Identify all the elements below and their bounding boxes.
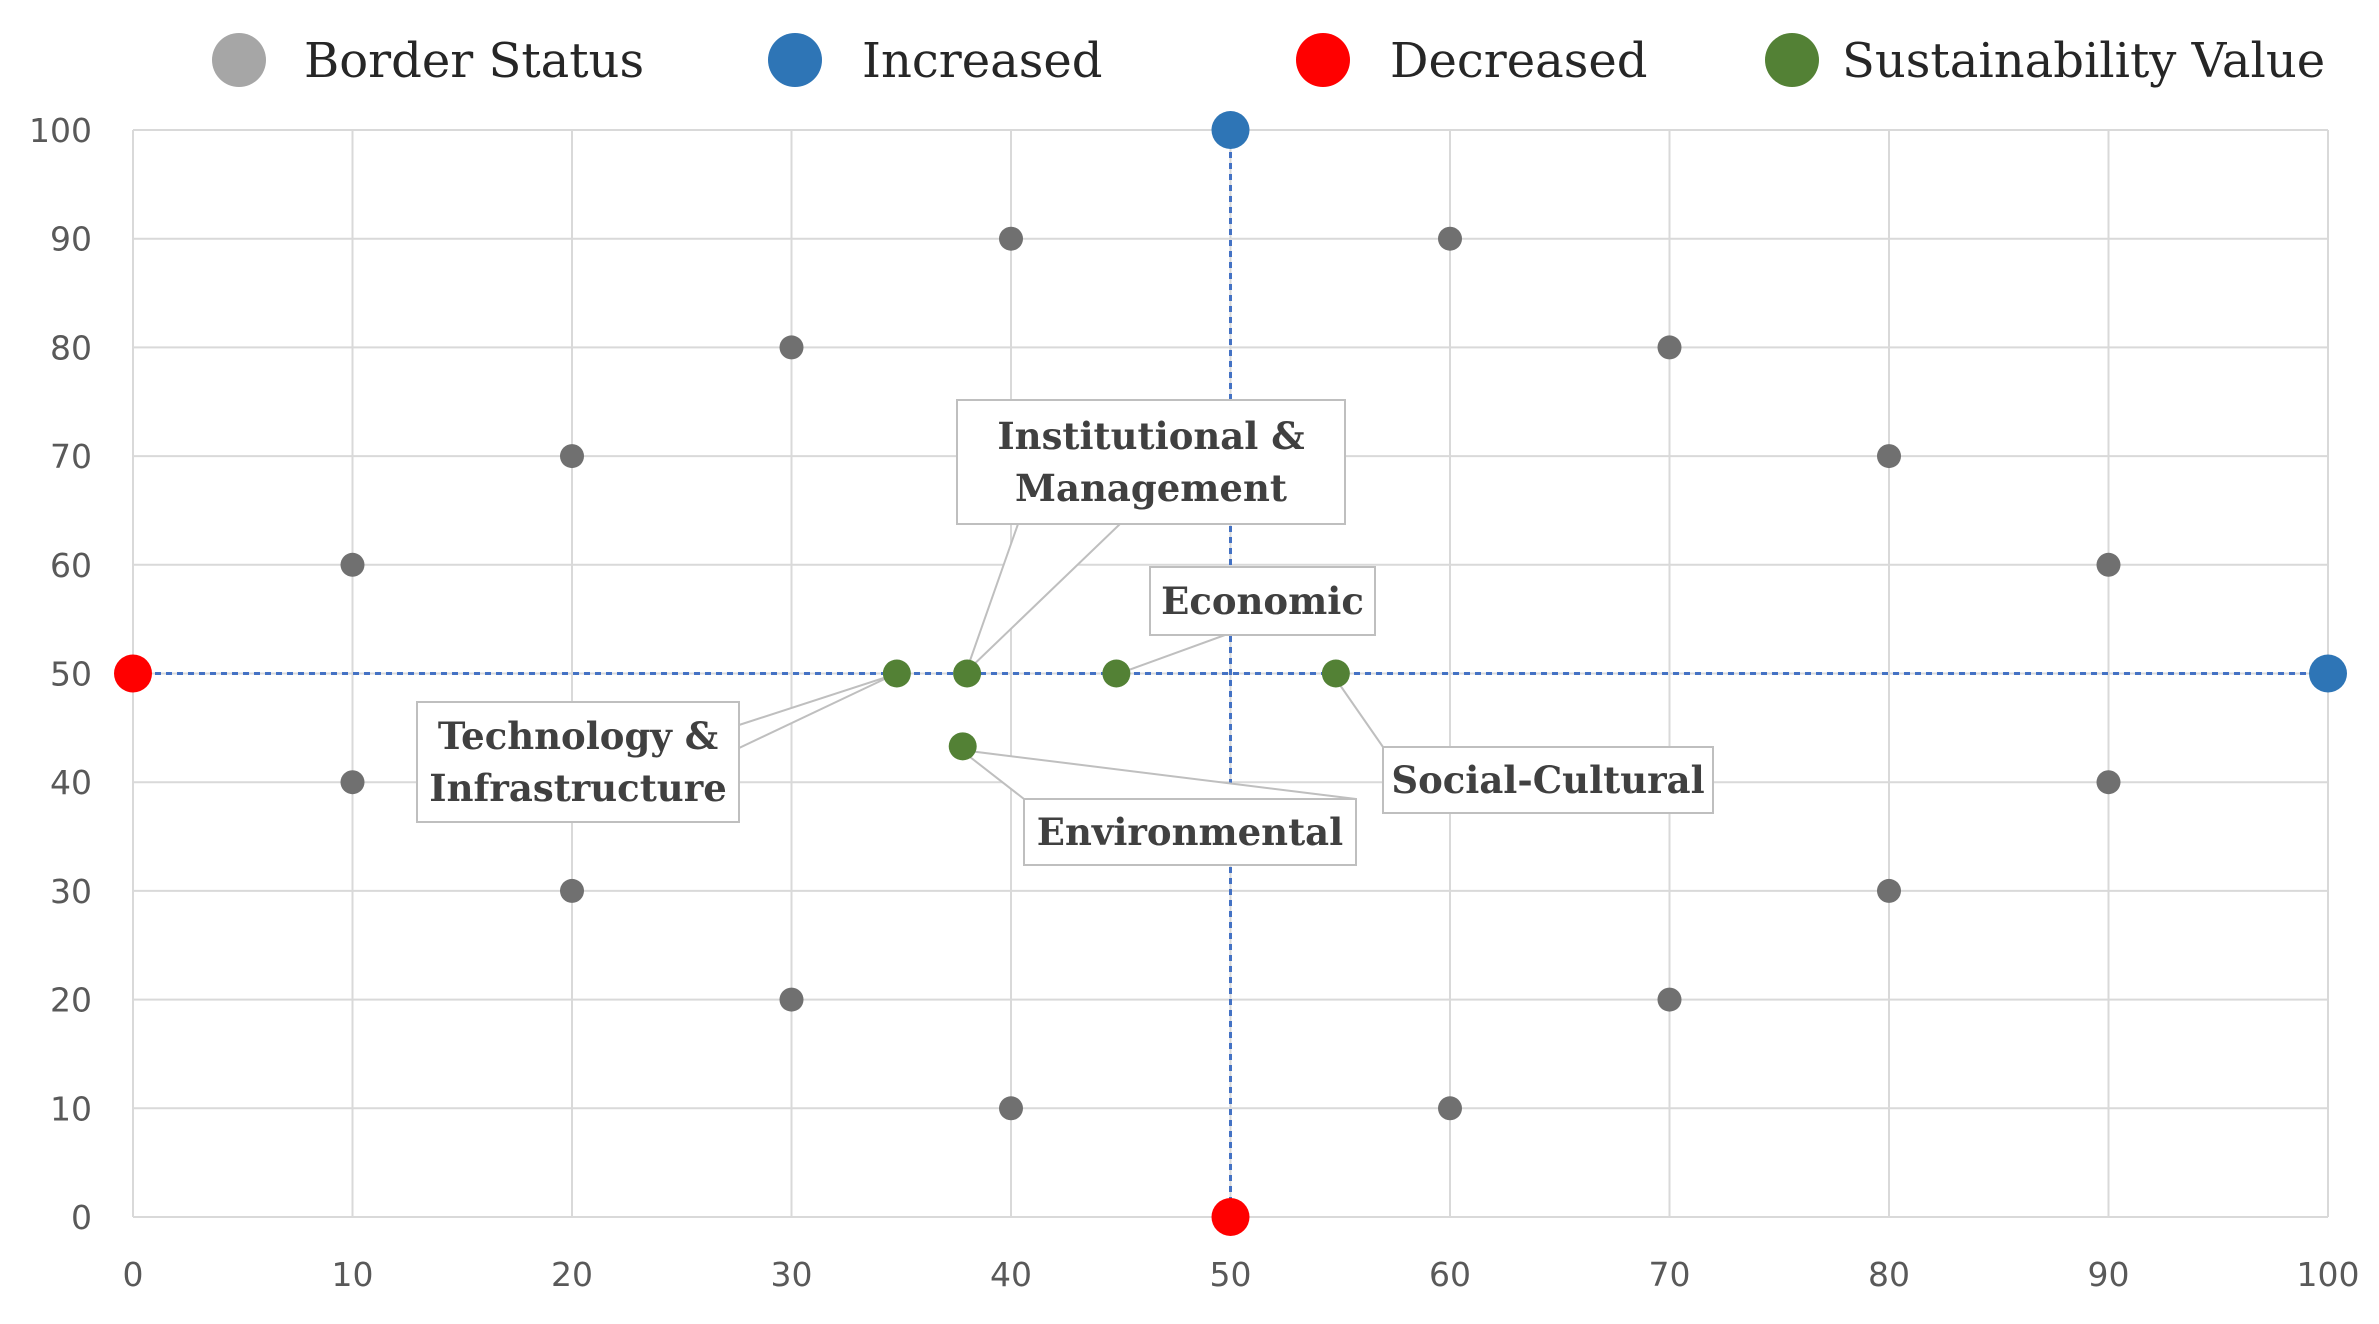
y-tick-label: 80 bbox=[50, 328, 92, 367]
border-status-point bbox=[2096, 770, 2121, 795]
point-social-cultural bbox=[1321, 659, 1350, 688]
border-status-point bbox=[1438, 226, 1462, 251]
border-status-point bbox=[560, 444, 584, 469]
increased-point bbox=[1211, 111, 1250, 149]
border-status-point bbox=[1877, 878, 1901, 903]
x-tick-label: 10 bbox=[332, 1255, 374, 1294]
border-status-point bbox=[779, 987, 804, 1012]
callout-box-institutional-and-management bbox=[956, 399, 1346, 525]
legend-marker-border-status bbox=[212, 33, 266, 87]
legend-marker-increased bbox=[768, 33, 822, 87]
border-status-point bbox=[999, 1096, 1023, 1121]
border-status-point bbox=[2096, 552, 2121, 577]
point-institutional-and-management bbox=[953, 659, 982, 688]
callout-box-technology-and-infrastructure bbox=[416, 701, 740, 823]
border-status-point bbox=[340, 552, 365, 577]
callout-label-social-cultural: Social-Cultural bbox=[1391, 758, 1704, 802]
y-tick-label: 60 bbox=[50, 546, 92, 585]
callout-label-institutional-and-management: Institutional & bbox=[997, 414, 1304, 458]
x-tick-label: 60 bbox=[1429, 1255, 1471, 1294]
y-tick-label: 20 bbox=[50, 981, 92, 1020]
y-tick-label: 50 bbox=[50, 655, 92, 694]
callout-label-technology-and-infrastructure: Infrastructure bbox=[429, 766, 726, 810]
point-environmental bbox=[948, 732, 977, 761]
decreased-point bbox=[1211, 1198, 1250, 1236]
callout-leader-technology-and-infrastructure bbox=[738, 674, 894, 750]
point-economic bbox=[1102, 659, 1131, 688]
x-axis-ticks: 0 10 20 30 40 50 60 70 80 90 100 bbox=[123, 1255, 2360, 1294]
border-status-point bbox=[560, 878, 584, 903]
y-tick-label: 0 bbox=[71, 1198, 92, 1237]
legend: Border Status Increased Decreased Sustainab… bbox=[212, 33, 2325, 89]
legend-marker-decreased bbox=[1296, 33, 1350, 87]
border-status-point bbox=[779, 335, 804, 360]
legend-label-border-status: Border Status bbox=[304, 33, 644, 89]
callout-label-economic: Economic bbox=[1161, 579, 1364, 623]
callout-leader-environmental bbox=[957, 748, 1357, 800]
border-status-point bbox=[1657, 335, 1682, 360]
callout-leader-economic bbox=[1114, 634, 1226, 676]
callout-box-social-cultural bbox=[1382, 746, 1714, 814]
y-tick-label: 100 bbox=[29, 111, 92, 150]
y-tick-label: 10 bbox=[50, 1089, 92, 1128]
callout-label-institutional-and-management: Management bbox=[1015, 466, 1287, 510]
callout-label-environmental: Environmental bbox=[1037, 810, 1343, 854]
callouts: Institutional & Management Economic Technol… bbox=[416, 399, 1714, 866]
x-tick-label: 30 bbox=[771, 1255, 813, 1294]
x-tick-label: 70 bbox=[1649, 1255, 1691, 1294]
border-status-point bbox=[999, 226, 1023, 251]
legend-label-sustainability-value: Sustainability Value bbox=[1842, 33, 2325, 89]
x-tick-label: 50 bbox=[1210, 1255, 1252, 1294]
y-tick-label: 30 bbox=[50, 872, 92, 911]
decreased-point bbox=[114, 654, 152, 693]
legend-marker-sustainability-value bbox=[1765, 33, 1819, 87]
y-tick-label: 90 bbox=[50, 220, 92, 259]
border-status-point bbox=[1657, 987, 1682, 1012]
x-tick-label: 40 bbox=[990, 1255, 1032, 1294]
reference-lines bbox=[133, 130, 2328, 1217]
border-status-point bbox=[340, 770, 365, 795]
y-tick-label: 70 bbox=[50, 437, 92, 476]
callout-leaders bbox=[738, 523, 1384, 800]
legend-label-increased: Increased bbox=[862, 33, 1103, 89]
border-status-point bbox=[1877, 444, 1901, 469]
callout-label-technology-and-infrastructure: Technology & bbox=[438, 714, 718, 758]
x-tick-label: 0 bbox=[123, 1255, 144, 1294]
callout-box-economic bbox=[1149, 566, 1376, 636]
y-axis-ticks: 0 10 20 30 40 50 60 70 80 90 100 bbox=[29, 111, 92, 1237]
x-tick-label: 20 bbox=[551, 1255, 593, 1294]
legend-label-decreased: Decreased bbox=[1390, 33, 1648, 89]
callout-box-environmental bbox=[1023, 798, 1357, 866]
x-tick-label: 90 bbox=[2088, 1255, 2130, 1294]
point-technology-and-infrastructure bbox=[882, 659, 911, 688]
y-tick-label: 40 bbox=[50, 763, 92, 802]
x-tick-label: 100 bbox=[2297, 1255, 2360, 1294]
data-points bbox=[114, 111, 2347, 1236]
x-tick-label: 80 bbox=[1868, 1255, 1910, 1294]
callout-leader-institutional-and-management bbox=[965, 523, 1123, 673]
increased-point bbox=[2309, 654, 2347, 693]
border-status-point bbox=[1438, 1096, 1462, 1121]
